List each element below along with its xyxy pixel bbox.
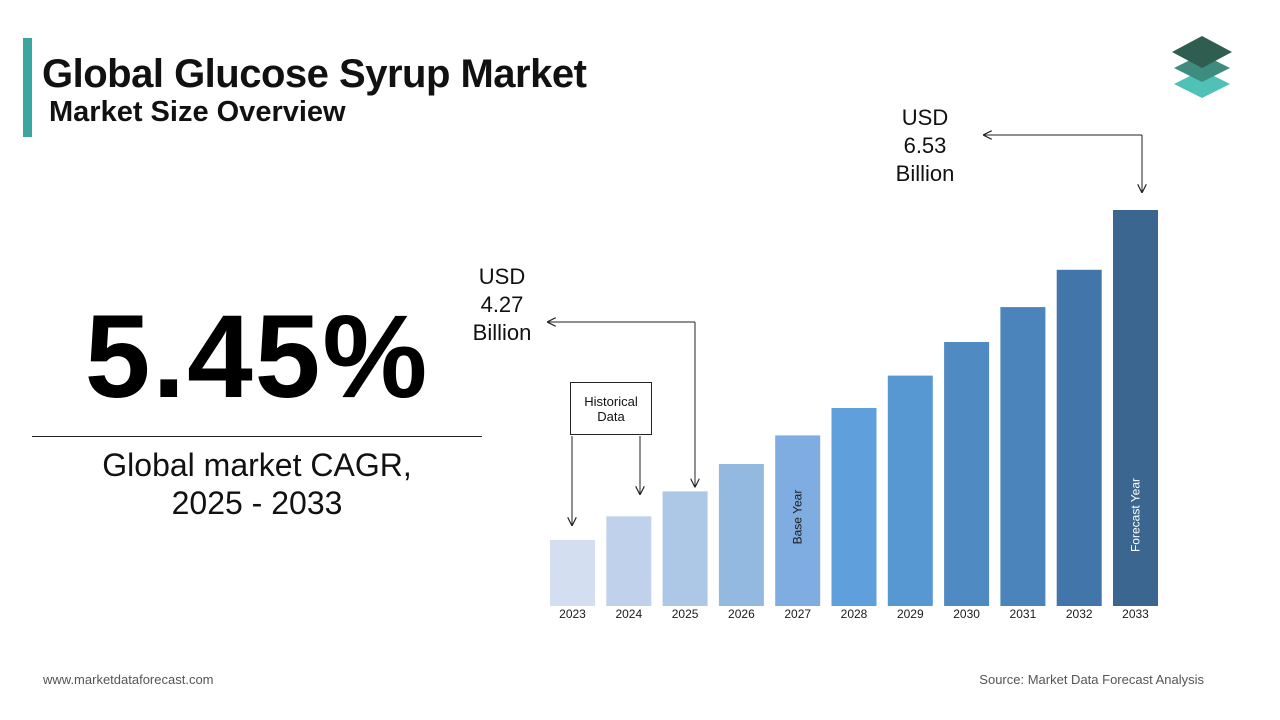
callout-start-currency: USD: [478, 264, 526, 289]
bar-label-2027: Base Year: [791, 490, 805, 545]
page-title: Global Glucose Syrup Market: [42, 52, 587, 96]
bar-2025: [662, 491, 708, 606]
bar-2024: [606, 516, 652, 606]
historical-data-box: Historical Data: [570, 382, 652, 435]
callout-end-currency: USD: [901, 105, 949, 130]
bars-layer: 2023 2024 2025 2026 2027 Base Year 2028 2029 203…: [550, 210, 1158, 621]
bar-2032: [1056, 269, 1102, 606]
page-subtitle: Market Size Overview: [49, 96, 346, 128]
bar-2030: [944, 342, 990, 606]
bar-2029: [887, 375, 933, 606]
cagr-divider: [32, 436, 482, 437]
logo-layer-top: [1172, 36, 1232, 68]
x-tick-label-2029: 2029: [897, 607, 924, 621]
title-accent-bar: [23, 38, 32, 137]
callout-end-unit: Billion: [895, 161, 955, 186]
cagr-label-line2: 2025 - 2033: [171, 485, 343, 521]
x-tick-label-2023: 2023: [559, 607, 586, 621]
x-tick-label-2032: 2032: [1066, 607, 1093, 621]
historical-data-line1: Historical: [584, 394, 638, 409]
footer-source: Source: Market Data Forecast Analysis: [979, 672, 1204, 687]
x-tick-label-2027: 2027: [784, 607, 811, 621]
x-tick-label-2030: 2030: [953, 607, 980, 621]
bar-2023: [550, 540, 595, 606]
bar-label-2033: Forecast Year: [1129, 478, 1143, 552]
callout-start-value: USD 4.27 Billion: [462, 263, 542, 347]
x-tick-label-2033: 2033: [1122, 607, 1149, 621]
arrows-layer: [548, 135, 1142, 525]
callout-start-unit: Billion: [472, 320, 532, 345]
company-logo-icon: [1172, 36, 1232, 98]
cagr-label: Global market CAGR, 2025 - 2033: [32, 446, 482, 522]
bar-2033: [1113, 210, 1158, 606]
bar-2026: [718, 464, 764, 606]
callout-end-number: 6.53: [903, 133, 947, 158]
cagr-label-line1: Global market CAGR,: [102, 447, 412, 483]
logo-layer-bottom: [1174, 70, 1230, 98]
cagr-value: 5.45%: [84, 291, 430, 423]
historical-data-line2: Data: [597, 409, 625, 424]
bar-2028: [831, 408, 877, 606]
footer-website: www.marketdataforecast.com: [43, 672, 214, 687]
x-tick-label-2024: 2024: [615, 607, 642, 621]
x-tick-label-2026: 2026: [728, 607, 755, 621]
x-tick-label-2025: 2025: [672, 607, 699, 621]
x-tick-label-2028: 2028: [841, 607, 868, 621]
bar-2027: [775, 435, 821, 606]
bar-2031: [1000, 307, 1046, 606]
x-tick-label-2031: 2031: [1010, 607, 1037, 621]
callout-end-value: USD 6.53 Billion: [882, 104, 968, 188]
callout-start-number: 4.27: [480, 292, 524, 317]
